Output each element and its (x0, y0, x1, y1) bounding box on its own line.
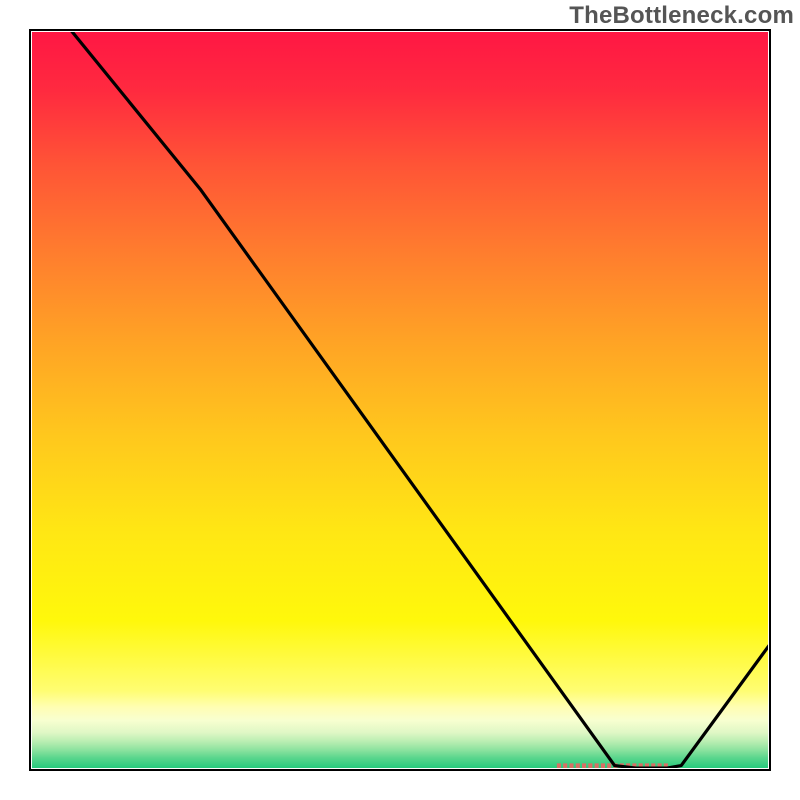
gradient-background (32, 32, 768, 768)
bottleneck-chart (0, 0, 800, 800)
attribution-label: TheBottleneck.com (569, 2, 794, 30)
